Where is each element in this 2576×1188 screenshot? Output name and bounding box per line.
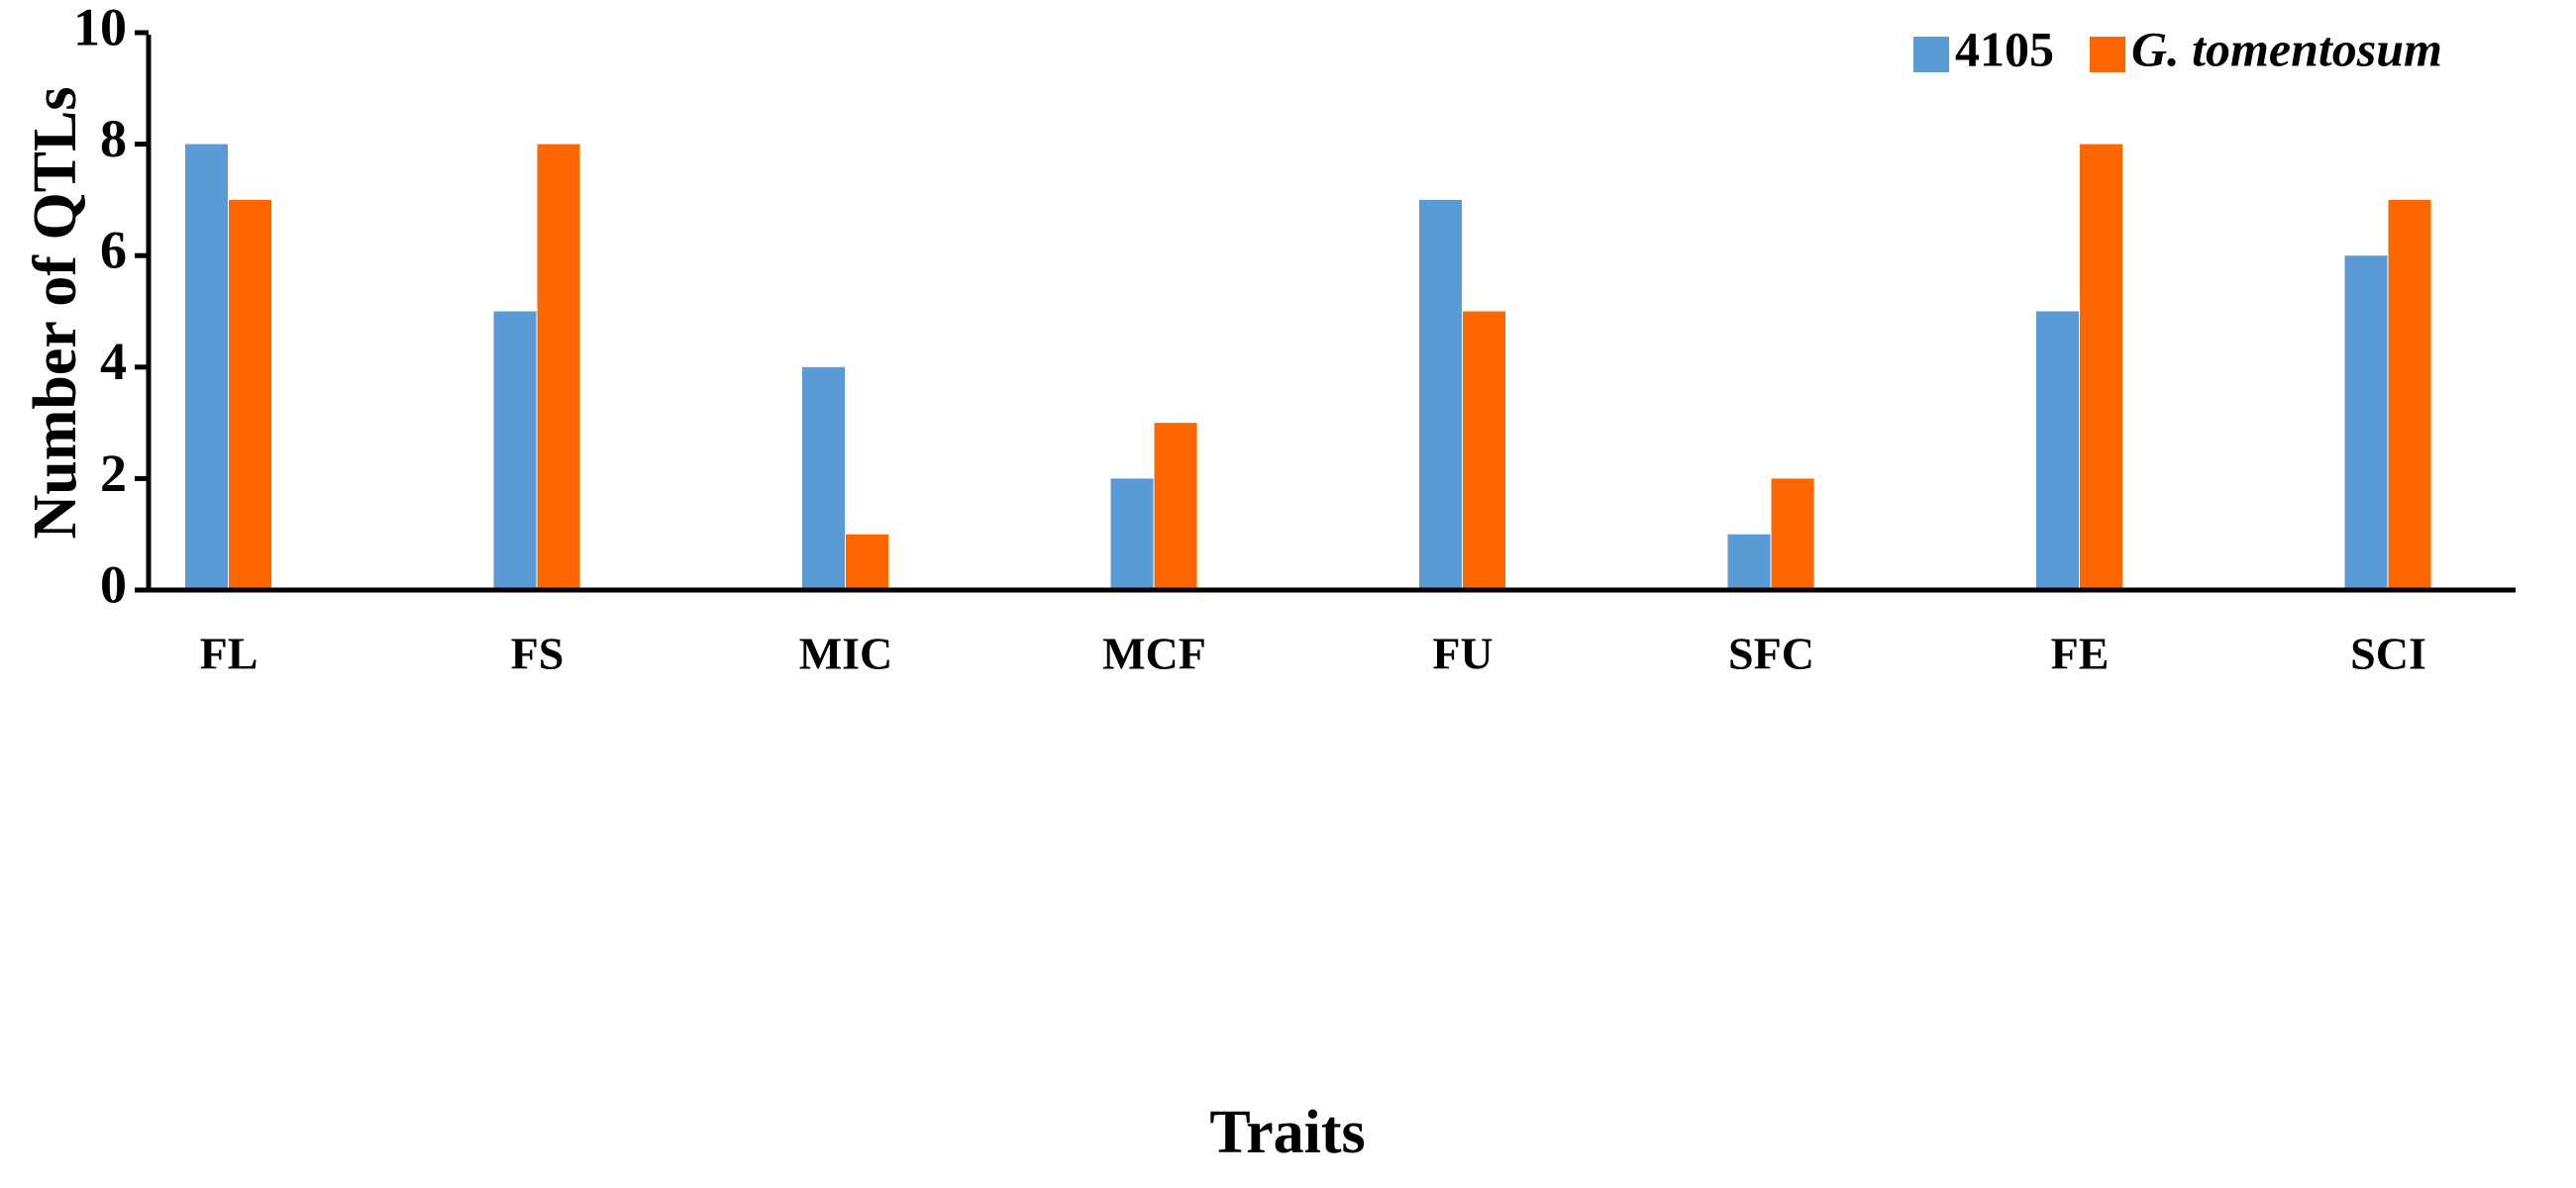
bar-fe-g-tomentosum bbox=[2080, 144, 2122, 590]
y-ticks-group: 0 2 4 6 8 10 bbox=[73, 0, 149, 614]
bar-fl-4105 bbox=[185, 144, 228, 590]
bar-fs-4105 bbox=[493, 311, 537, 590]
bar-sfc-g-tomentosum bbox=[1771, 478, 1814, 590]
legend-label-4105: 4105 bbox=[1955, 21, 2054, 76]
x-tick-label-sfc: SFC bbox=[1728, 629, 1814, 679]
bar-fs-g-tomentosum bbox=[537, 144, 580, 590]
axes-group bbox=[146, 35, 2516, 593]
x-tick-label-fl: FL bbox=[200, 629, 258, 679]
bar-fe-4105 bbox=[2036, 311, 2079, 590]
y-tick-label: 10 bbox=[73, 0, 127, 56]
legend: 4105 G. tomentosum bbox=[1913, 21, 2442, 76]
bar-mic-g-tomentosum bbox=[846, 534, 888, 590]
y-tick-label: 6 bbox=[100, 221, 127, 280]
y-axis-title: Number of QTLs bbox=[22, 86, 89, 539]
x-axis-title: Traits bbox=[1209, 1099, 1365, 1166]
bar-mic-4105 bbox=[802, 366, 845, 590]
legend-swatch-4105 bbox=[1913, 37, 1949, 72]
legend-swatch-g-tomentosum bbox=[2090, 37, 2125, 72]
x-ticks-group: FLFSMICMCFFUSFCFESCITWC bbox=[200, 629, 2426, 679]
bar-mcf-4105 bbox=[1110, 478, 1154, 590]
bars-group bbox=[185, 144, 2431, 590]
x-tick-label-fu: FU bbox=[1432, 629, 1493, 679]
y-tick-label: 2 bbox=[100, 444, 127, 503]
x-tick-label-fe: FE bbox=[2051, 629, 2110, 679]
bar-sfc-4105 bbox=[1727, 534, 1771, 590]
x-tick-label-fs: FS bbox=[511, 629, 565, 679]
x-tick-label-sci: SCI bbox=[2350, 629, 2426, 679]
y-tick-label: 4 bbox=[100, 332, 127, 391]
bar-fu-g-tomentosum bbox=[1463, 311, 1505, 590]
bar-sci-4105 bbox=[2344, 255, 2388, 590]
bar-fl-g-tomentosum bbox=[229, 199, 271, 590]
x-tick-label-mcf: MCF bbox=[1102, 629, 1206, 679]
y-tick-label: 0 bbox=[100, 554, 127, 614]
x-tick-label-mic: MIC bbox=[799, 629, 893, 679]
bar-fu-4105 bbox=[1419, 199, 1462, 590]
legend-label-g-tomentosum: G. tomentosum bbox=[2131, 21, 2442, 76]
bar-mcf-g-tomentosum bbox=[1154, 423, 1197, 590]
bar-sci-g-tomentosum bbox=[2388, 199, 2431, 590]
y-tick-label: 8 bbox=[100, 109, 127, 168]
